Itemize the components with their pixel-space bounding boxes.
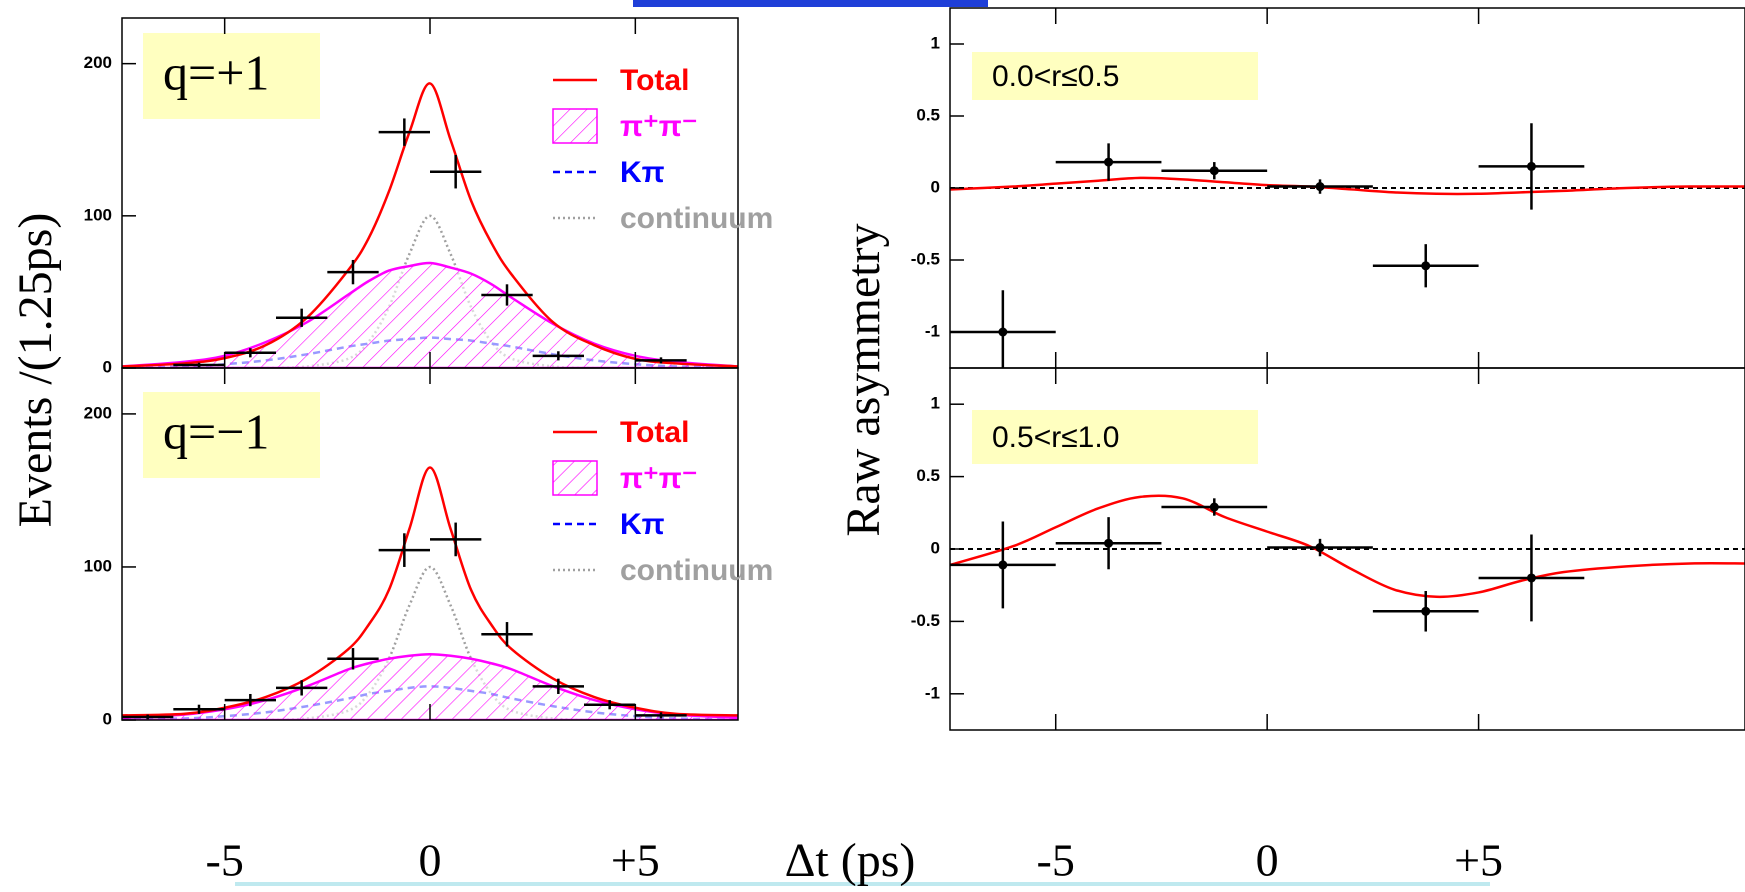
x-tick-label: +5 xyxy=(611,835,660,886)
point xyxy=(998,560,1008,570)
y-tick-label: -0.5 xyxy=(911,249,940,268)
y-tick-label: -1 xyxy=(925,683,940,702)
point xyxy=(1315,182,1325,192)
y-tick-label: 0.5 xyxy=(916,105,940,124)
y-tick-label: 0 xyxy=(103,709,112,728)
y-tick-label: -0.5 xyxy=(911,611,940,630)
y-tick-label: 0 xyxy=(931,177,940,196)
fit-curve xyxy=(122,214,738,368)
annotation-box xyxy=(972,52,1258,100)
point xyxy=(1209,502,1219,512)
fit-curve xyxy=(122,565,738,720)
legend-label: Total xyxy=(620,64,689,97)
y-tick-label: 0 xyxy=(103,357,112,376)
annotation-box xyxy=(143,33,320,119)
point xyxy=(1526,573,1536,583)
point xyxy=(998,327,1008,337)
y-tick-label: 0 xyxy=(931,538,940,557)
annotation: 0.0<r≤0.5 xyxy=(992,60,1119,93)
x-tick-label: -5 xyxy=(1037,835,1075,886)
y-tick-label: 1 xyxy=(931,33,940,52)
y-tick-label: 200 xyxy=(84,403,112,422)
plot-area xyxy=(122,466,738,720)
legend-label: π⁺π⁻ xyxy=(620,110,698,143)
y-tick-label: 100 xyxy=(84,205,112,224)
point xyxy=(1104,157,1114,167)
annotation: q=+1 xyxy=(163,44,269,100)
annotation: 0.5<r≤1.0 xyxy=(992,421,1119,454)
y-axis-label: Raw asymmetry xyxy=(837,223,890,536)
legend-label: π⁺π⁻ xyxy=(620,462,698,495)
plot-area xyxy=(122,82,738,368)
legend-label: continuum xyxy=(620,202,773,235)
header-bar xyxy=(633,0,988,7)
x-tick-label: 0 xyxy=(419,835,442,886)
x-tick-label: +5 xyxy=(1454,835,1503,886)
legend-label: continuum xyxy=(620,554,773,587)
x-tick-label: 0 xyxy=(1256,835,1279,886)
fit-curve xyxy=(122,466,738,717)
legend-swatch xyxy=(552,460,598,496)
y-tick-label: -1 xyxy=(925,321,940,340)
x-axis-label: Δt (ps) xyxy=(785,834,916,887)
annotation-box xyxy=(972,410,1258,464)
y-axis-label: Events /(1.25ps) xyxy=(9,213,62,528)
y-tick-label: 0.5 xyxy=(916,466,940,485)
fit-curve xyxy=(122,82,738,368)
point xyxy=(1526,161,1536,171)
annotation-box xyxy=(143,392,320,478)
point xyxy=(1315,543,1325,553)
x-tick-label: -5 xyxy=(206,835,244,886)
y-tick-label: 100 xyxy=(84,556,112,575)
fit-curve xyxy=(950,494,1745,599)
point xyxy=(1104,538,1114,548)
frame xyxy=(121,367,739,721)
point xyxy=(1421,606,1431,616)
legend-label: Kπ xyxy=(620,156,665,189)
y-tick-label: 1 xyxy=(931,394,940,413)
point xyxy=(1209,166,1219,176)
legend-label: Kπ xyxy=(620,508,665,541)
legend-label: Total xyxy=(620,416,689,449)
plot-area xyxy=(950,494,1745,632)
plot-area xyxy=(950,123,1745,368)
legend-swatch xyxy=(552,108,598,144)
point xyxy=(1421,261,1431,271)
y-tick-label: 200 xyxy=(84,53,112,72)
fit-curve xyxy=(950,176,1745,196)
annotation: q=−1 xyxy=(163,403,269,459)
frame xyxy=(949,367,1745,731)
